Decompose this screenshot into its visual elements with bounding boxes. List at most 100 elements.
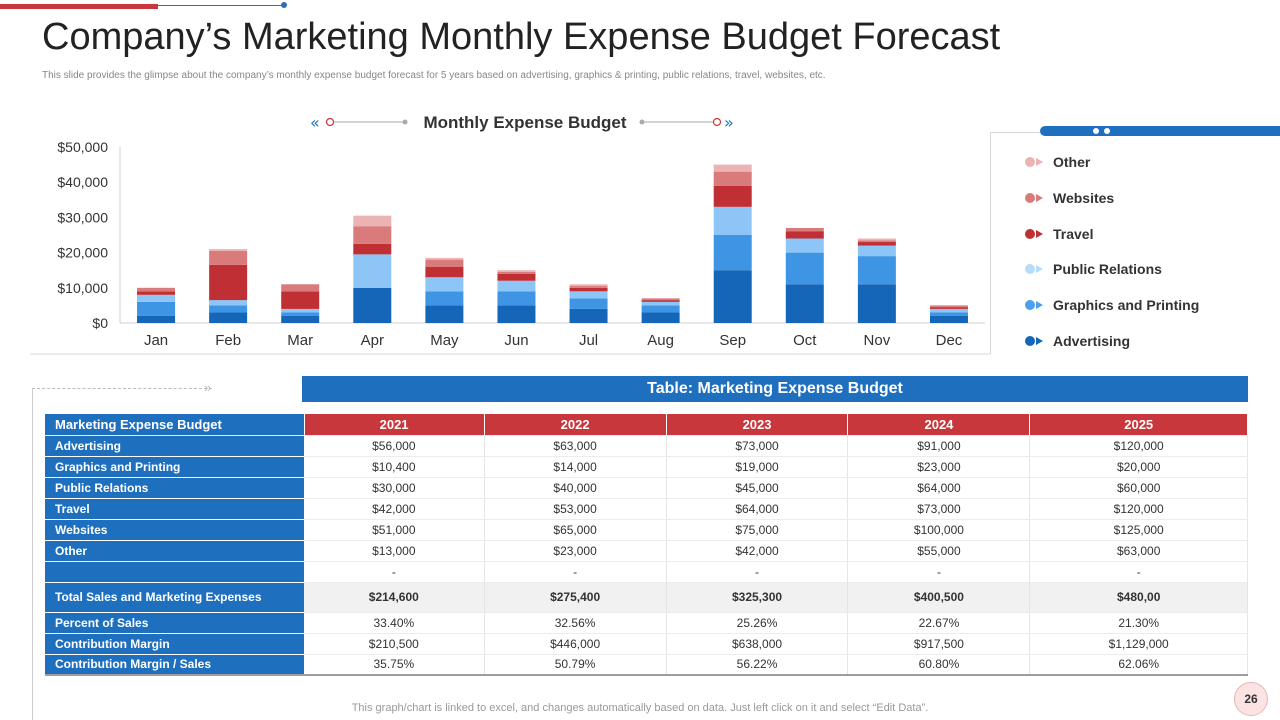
chart-title-block: Monthly Expense Budget [310, 112, 750, 134]
table-row-label: Websites [45, 519, 304, 541]
legend-arrow-icon [1036, 230, 1043, 238]
table-row-label: Public Relations [45, 477, 304, 499]
bar-segment-travel [713, 185, 752, 207]
bar-segment-websites [497, 271, 536, 274]
table-cell: $1,129,000 [1029, 633, 1248, 655]
table-header-year: 2021 [304, 414, 485, 436]
legend-label: Advertising [1053, 333, 1131, 349]
x-tick-label: Apr [361, 332, 384, 349]
header-accent-line [158, 5, 283, 6]
monthly-expense-chart: « » $0 $10,000 $20,000 $30,000 $40,000 $50,00… [30, 113, 990, 355]
table-cell: 22.67% [847, 612, 1031, 634]
bar-segment-public-relations [641, 301, 680, 306]
table-header-label: Marketing Expense Budget [45, 414, 305, 436]
table-row-label: Total Sales and Marketing Expenses [45, 582, 304, 613]
page-title: Company’s Marketing Monthly Expense Budg… [42, 16, 1001, 58]
table-cell: $65,000 [484, 519, 667, 541]
bar-segment-public-relations [929, 308, 968, 313]
bar-segment-websites [425, 259, 464, 267]
bar-segment-websites [641, 298, 680, 301]
bar-segment-graphics-and-printing [137, 301, 176, 316]
legend-swatch-icon [1025, 193, 1035, 203]
table-row-label: Contribution Margin [45, 633, 304, 655]
table-row-label: Graphics and Printing [45, 456, 304, 478]
legend-swatch-icon [1025, 300, 1035, 310]
bar-segment-travel [569, 287, 608, 292]
table-cell: $19,000 [666, 456, 849, 478]
legend-arrow-icon [1036, 301, 1043, 309]
table-cell: $23,000 [847, 456, 1031, 478]
bar-segment-graphics-and-printing [281, 312, 320, 316]
legend-item: Websites [1025, 188, 1114, 208]
bar-segment-graphics-and-printing [497, 291, 536, 306]
table-cell: $917,500 [847, 633, 1031, 655]
bar-segment-websites [785, 227, 824, 232]
bar-segment-websites [281, 284, 320, 292]
table-cell: $30,000 [304, 477, 485, 499]
bar-segment-public-relations [785, 238, 824, 253]
table-summary-row: Percent of Sales 33.40% 32.56% 25.26% 22.67%… [45, 612, 1248, 634]
bar-segment-graphics-and-printing [857, 256, 896, 285]
table-cell: $60,000 [1029, 477, 1248, 499]
table-cell: $14,000 [484, 456, 667, 478]
table-row-label [45, 561, 304, 583]
table-header-year: 2024 [847, 414, 1031, 436]
table-cell: $125,000 [1029, 519, 1248, 541]
table-cell: $42,000 [666, 540, 849, 562]
legend-item: Advertising [1025, 331, 1130, 351]
table-row-label: Advertising [45, 435, 304, 457]
table-cell: 32.56% [484, 612, 667, 634]
table-cell: 60.80% [847, 654, 1031, 676]
bar-segment-public-relations [137, 294, 176, 302]
legend-item: Graphics and Printing [1025, 295, 1199, 315]
bar-segment-websites [137, 287, 176, 292]
legend-accent-dot [1093, 128, 1099, 134]
table-row: ----- [45, 561, 1248, 583]
table-cell: - [304, 561, 485, 583]
bar-segment-public-relations [281, 308, 320, 313]
bar-segment-other [209, 249, 248, 251]
table-cell: - [1029, 561, 1248, 583]
legend-swatch-icon [1025, 229, 1035, 239]
x-tick-label: Mar [287, 332, 313, 349]
bar-segment-websites [569, 286, 608, 288]
bar-segment-travel [497, 273, 536, 281]
x-tick-label: Aug [647, 332, 674, 349]
y-tick-label: $40,000 [57, 174, 108, 190]
legend-item: Public Relations [1025, 259, 1162, 279]
legend-label: Public Relations [1053, 261, 1162, 277]
legend-label: Graphics and Printing [1053, 297, 1200, 313]
table-cell: 21.30% [1029, 612, 1248, 634]
table-cell: $73,000 [847, 498, 1031, 520]
table-total-row: Total Sales and Marketing Expenses $214,6… [45, 582, 1248, 613]
table-cell: $64,000 [666, 498, 849, 520]
legend-arrow-icon [1036, 265, 1043, 273]
x-tick-label: Jul [579, 332, 598, 349]
bar-segment-public-relations [425, 277, 464, 292]
bar-segment-public-relations [497, 280, 536, 292]
bar-segment-graphics-and-printing [785, 252, 824, 285]
table-cell: $210,500 [304, 633, 485, 655]
bar-segment-other [425, 257, 464, 260]
x-tick-label: Sep [719, 332, 746, 349]
bar-segment-advertising [713, 270, 752, 323]
legend-swatch-icon [1025, 336, 1035, 346]
table-row: Public Relations $30,000 $40,000 $45,000 $64… [45, 477, 1248, 499]
legend-arrow-icon [1036, 194, 1043, 202]
bar-segment-other [713, 164, 752, 172]
legend-item: Other [1025, 152, 1090, 172]
bar-segment-travel [137, 291, 176, 295]
table-cell: $45,000 [666, 477, 849, 499]
bar-segment-other [857, 238, 896, 241]
table-cell: $10,400 [304, 456, 485, 478]
table-cell: 62.06% [1029, 654, 1248, 676]
bar-segment-travel [209, 264, 248, 301]
table-banner: Table: Marketing Expense Budget [302, 376, 1248, 402]
chart-title-ornament-left: « [310, 113, 408, 132]
table-cell: $55,000 [847, 540, 1031, 562]
legend-label: Travel [1053, 226, 1094, 242]
y-tick-label: $30,000 [57, 209, 108, 225]
bar-segment-websites [929, 305, 968, 308]
bar-segment-public-relations [857, 245, 896, 257]
bar-segment-advertising [857, 284, 896, 323]
